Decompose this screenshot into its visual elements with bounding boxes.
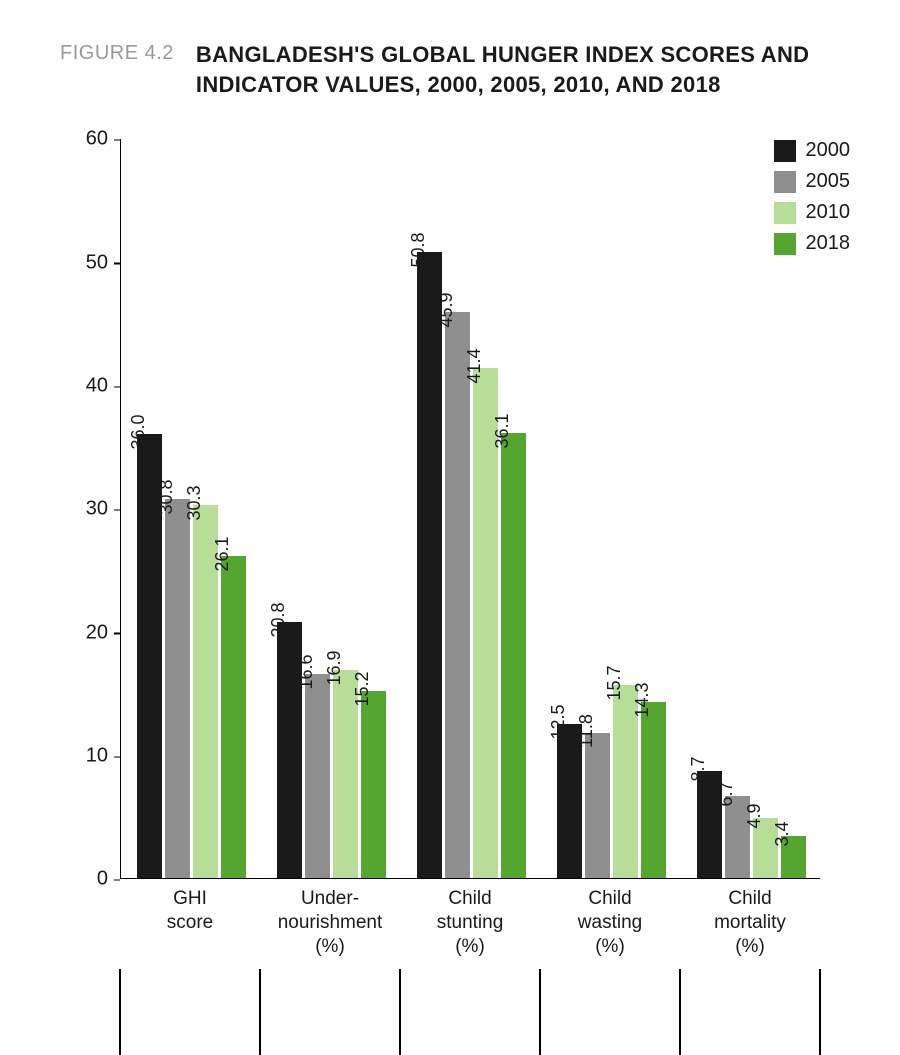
legend-label: 2005 [806, 170, 851, 193]
y-tick: 50 [60, 251, 120, 274]
category-separator [679, 969, 681, 1055]
category-separator [399, 969, 401, 1055]
legend-item: 2010 [774, 201, 851, 224]
bar-value-label: 15.2 [352, 671, 373, 706]
y-tick: 30 [60, 498, 120, 521]
y-tick: 10 [60, 745, 120, 768]
legend-swatch [774, 202, 796, 224]
bar: 45.9 [445, 312, 470, 878]
bar: 16.6 [305, 674, 330, 879]
category-label: Under-nourishment(%) [260, 887, 400, 958]
y-tick: 0 [60, 868, 120, 891]
bar: 30.8 [165, 499, 190, 879]
bar-value-label: 15.7 [604, 665, 625, 700]
bar-value-label: 8.7 [688, 757, 709, 782]
legend-item: 2018 [774, 232, 851, 255]
category-label: GHIscore [120, 887, 260, 935]
legend: 2000 2005 2010 2018 [774, 139, 851, 255]
category-label: Childwasting(%) [540, 887, 680, 958]
legend-swatch [774, 140, 796, 162]
bar-value-label: 30.8 [156, 479, 177, 514]
category-separator [119, 969, 121, 1055]
figure-title: BANGLADESH'S GLOBAL HUNGER INDEX SCORES … [196, 40, 860, 99]
y-tick: 60 [60, 128, 120, 151]
bar-value-label: 11.8 [576, 714, 597, 748]
legend-item: 2000 [774, 139, 851, 162]
bar-value-label: 3.4 [772, 822, 793, 847]
category-label: Childmortality(%) [680, 887, 820, 958]
bar: 15.2 [361, 691, 386, 878]
bar-value-label: 4.9 [744, 803, 765, 828]
legend-label: 2010 [806, 201, 851, 224]
bar-value-label: 16.9 [324, 650, 345, 685]
legend-swatch [774, 233, 796, 255]
bar-value-label: 14.3 [632, 682, 653, 717]
bar: 11.8 [585, 733, 610, 879]
bar-value-label: 50.8 [408, 232, 429, 267]
category-label: Childstunting(%) [400, 887, 540, 958]
bar: 14.3 [641, 702, 666, 878]
bar: 36.1 [501, 433, 526, 878]
bar: 50.8 [417, 252, 442, 879]
bar-value-label: 36.1 [492, 414, 513, 449]
bar-value-label: 30.3 [184, 485, 205, 520]
bar-value-label: 36.0 [128, 415, 149, 450]
bar-chart: 0102030405060 36.030.830.326.120.816.616… [60, 139, 860, 969]
y-tick: 40 [60, 375, 120, 398]
plot-area: 36.030.830.326.120.816.616.915.250.845.9… [120, 139, 820, 879]
legend-swatch [774, 171, 796, 193]
bar-value-label: 26.1 [212, 537, 233, 572]
category-separator [259, 969, 261, 1055]
bar: 3.4 [781, 836, 806, 878]
category-separator [539, 969, 541, 1055]
legend-label: 2000 [806, 139, 851, 162]
figure-header: FIGURE 4.2 BANGLADESH'S GLOBAL HUNGER IN… [60, 40, 860, 99]
y-tick: 20 [60, 621, 120, 644]
bar-value-label: 6.7 [716, 781, 737, 806]
category-separator [819, 969, 821, 1055]
legend-item: 2005 [774, 170, 851, 193]
legend-label: 2018 [806, 232, 851, 255]
bar-value-label: 45.9 [436, 293, 457, 328]
bar-value-label: 41.4 [464, 348, 485, 383]
figure-number: FIGURE 4.2 [60, 40, 174, 65]
bar-value-label: 12.5 [548, 705, 569, 740]
bar-value-label: 16.6 [296, 654, 317, 689]
bar: 26.1 [221, 556, 246, 878]
bar-value-label: 20.8 [268, 602, 289, 637]
